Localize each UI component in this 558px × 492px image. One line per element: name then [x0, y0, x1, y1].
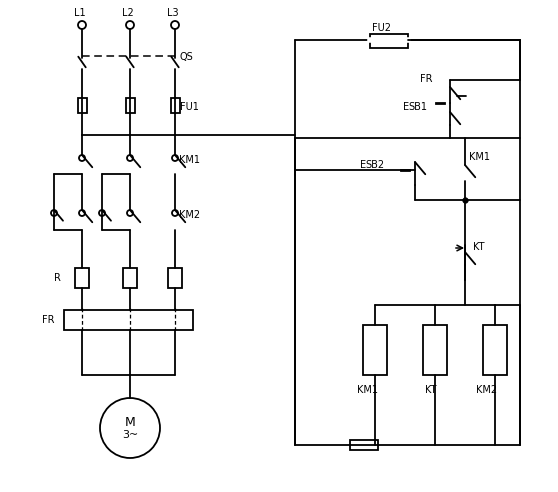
Bar [78, 98, 86, 113]
Bar [75, 268, 89, 288]
Bar [350, 440, 378, 450]
Bar [123, 268, 137, 288]
Text: L3: L3 [167, 8, 179, 18]
Bar [423, 325, 447, 375]
Text: KM1: KM1 [357, 385, 378, 395]
Text: KM1: KM1 [179, 155, 200, 165]
Bar [370, 34, 408, 48]
Text: L2: L2 [122, 8, 134, 18]
Text: KT: KT [473, 242, 484, 252]
Text: R: R [54, 273, 61, 283]
Bar [64, 310, 193, 330]
Text: FR: FR [420, 74, 432, 84]
Text: SB2: SB2 [365, 160, 384, 170]
Text: L1: L1 [74, 8, 85, 18]
Bar [168, 268, 182, 288]
Text: KM1: KM1 [469, 152, 490, 162]
Text: 3~: 3~ [122, 430, 138, 440]
Text: FU2: FU2 [372, 23, 391, 33]
Text: QS: QS [180, 52, 194, 62]
Bar [126, 98, 134, 113]
Text: FR: FR [42, 315, 55, 325]
Text: E: E [403, 102, 409, 112]
Text: KM2: KM2 [477, 385, 498, 395]
Bar [483, 325, 507, 375]
Text: FU1: FU1 [180, 102, 199, 112]
Bar [363, 325, 387, 375]
Text: M: M [124, 416, 136, 429]
Text: E: E [360, 160, 366, 170]
Text: SB1: SB1 [408, 102, 427, 112]
Text: KM2: KM2 [179, 210, 200, 220]
Text: KT: KT [425, 385, 437, 395]
Bar [171, 98, 180, 113]
